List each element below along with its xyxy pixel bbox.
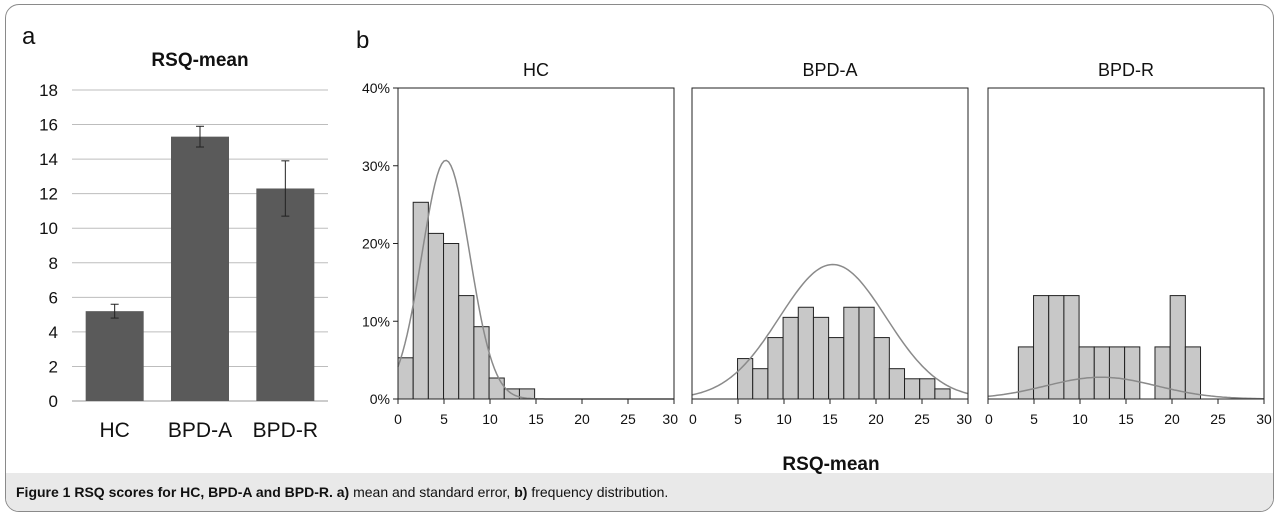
x-tick-label: 30 [1256, 411, 1272, 427]
y-tick-label: 16 [39, 116, 58, 135]
caption-figure-label: Figure 1 [16, 484, 71, 500]
x-tick-label: 15 [822, 411, 838, 427]
histogram-bar [1124, 346, 1141, 400]
histogram-bar [797, 306, 814, 400]
x-tick-label: 0 [394, 411, 402, 427]
histogram-bar [752, 368, 769, 400]
x-tick-label: 20 [574, 411, 590, 427]
figure-caption: Figure 1 RSQ scores for HC, BPD-A and BP… [16, 484, 668, 500]
y-tick-label: 10 [39, 219, 58, 238]
x-tick-label: 25 [620, 411, 636, 427]
x-tick-label: 0 [689, 411, 697, 427]
histogram-bar [473, 326, 490, 400]
histogram-bar [828, 337, 845, 400]
histogram-bar [782, 316, 799, 400]
y-tick-label: 0 [49, 392, 58, 411]
x-tick-label: 20 [868, 411, 884, 427]
histogram-bar [1078, 346, 1095, 400]
bar [171, 136, 229, 401]
histogram-bar [443, 243, 460, 400]
x-tick-label: 25 [1210, 411, 1226, 427]
histogram-title: BPD-A [802, 60, 857, 80]
x-tick-label: 25 [914, 411, 930, 427]
x-tick-label: 15 [528, 411, 544, 427]
x-tick-label: 20 [1164, 411, 1180, 427]
x-tick-label: 5 [440, 411, 448, 427]
x-tick-label: 30 [956, 411, 972, 427]
panel-label-b: b [356, 27, 369, 54]
y-tick-label: 14 [39, 150, 58, 169]
histogram-bar [1154, 346, 1171, 400]
x-category-label: BPD-A [168, 419, 232, 442]
histogram-title: BPD-R [1098, 60, 1154, 80]
histogram-bar [427, 232, 445, 400]
y-tick-label: 4 [49, 323, 58, 342]
histogram-bar [1108, 346, 1126, 400]
y-tick-label: 40% [362, 80, 390, 96]
y-tick-label: 6 [49, 288, 58, 307]
y-tick-label: 0% [370, 391, 390, 407]
x-tick-label: 15 [1118, 411, 1134, 427]
caption-part-a-label: a) [336, 484, 350, 500]
caption-title: RSQ scores for HC, BPD-A and BPD-R. [74, 484, 333, 500]
y-tick-label: 30% [362, 158, 390, 174]
histogram-bar [767, 337, 784, 400]
histogram-bar [904, 378, 921, 400]
histogram-bar [458, 295, 475, 400]
y-tick-label: 12 [39, 185, 58, 204]
histogram-bar [1169, 295, 1186, 400]
histogram-bar [488, 377, 505, 400]
x-axis-label: RSQ-mean [782, 454, 879, 475]
histogram-bar [843, 306, 860, 400]
caption-part-a-text: mean and standard error, [353, 484, 511, 500]
x-tick-label: 10 [776, 411, 792, 427]
histogram-title: HC [523, 60, 549, 80]
panel-label-a: a [22, 23, 36, 50]
histogram-bar [873, 337, 890, 400]
y-tick-label: 18 [39, 81, 58, 100]
y-tick-label: 2 [49, 357, 58, 376]
histogram-panels: 0% 10% 20% 30% 40% HC 0 5 10 15 20 25 30 BPD-A 0 5 10 15 2… [362, 60, 1272, 475]
x-tick-label: 5 [1030, 411, 1038, 427]
histogram-bar [812, 316, 830, 400]
y-tick-label: 20% [362, 236, 390, 252]
histogram-bar [1184, 346, 1202, 400]
y-tick-label: 8 [49, 254, 58, 273]
histogram-bar [934, 388, 951, 400]
chart-a-title: RSQ-mean [151, 50, 248, 71]
caption-band: Figure 1 RSQ scores for HC, BPD-A and BP… [6, 473, 1273, 511]
normal-curve [987, 376, 1264, 400]
x-tick-label: 0 [985, 411, 993, 427]
caption-part-b-label: b) [514, 484, 528, 500]
bar [256, 188, 315, 401]
caption-part-b-text: frequency distribution. [531, 484, 669, 500]
histogram-bar [858, 306, 875, 400]
histogram-bar [1063, 295, 1080, 400]
x-tick-label: 5 [734, 411, 742, 427]
bar-chart-rsq-mean: RSQ-mean 0 2 4 6 8 10 12 14 16 18 HC BPD-A BPD-R [39, 50, 328, 442]
histogram-bar [888, 368, 906, 400]
histogram-bar [1033, 295, 1050, 400]
normal-curve [691, 263, 969, 396]
x-tick-label: 30 [662, 411, 678, 427]
x-tick-label: 10 [482, 411, 498, 427]
histogram-bar [1093, 346, 1110, 400]
x-tick-label: 10 [1072, 411, 1088, 427]
y-tick-label: 10% [362, 313, 390, 329]
x-category-label: BPD-R [253, 419, 318, 442]
histogram-bar [919, 378, 936, 400]
bar [85, 311, 144, 401]
histogram-bar [397, 357, 414, 400]
x-category-label: HC [99, 419, 129, 442]
